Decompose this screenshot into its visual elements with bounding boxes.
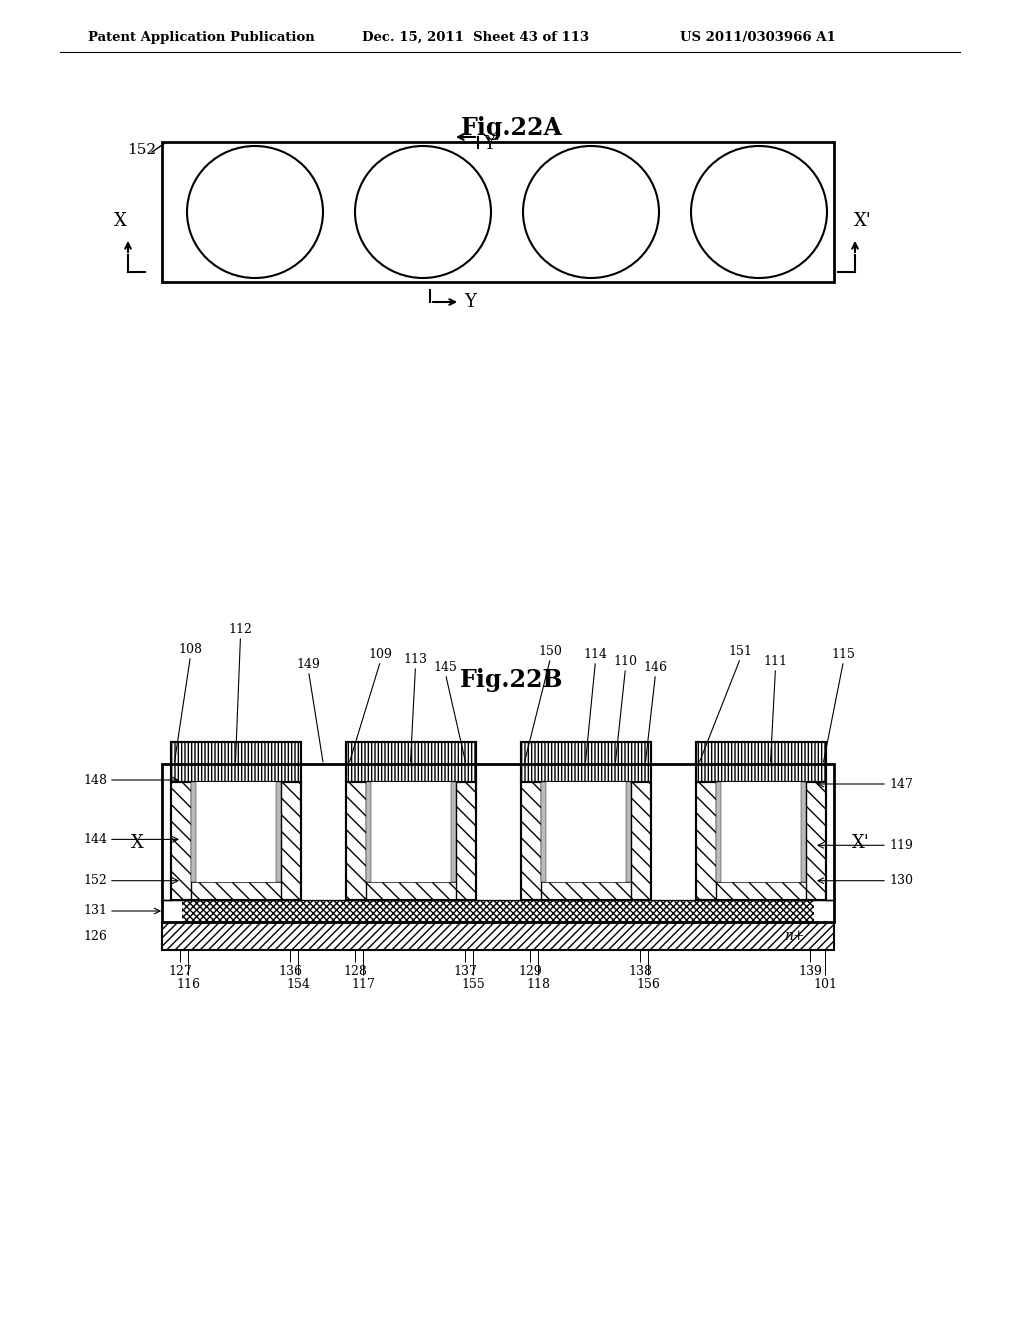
Bar [695, 742, 825, 781]
Text: Y': Y' [483, 135, 500, 153]
Text: 127: 127 [169, 965, 193, 978]
Bar [345, 781, 475, 900]
Text: Y: Y [464, 293, 476, 312]
Text: 119: 119 [889, 838, 912, 851]
Text: 149: 149 [297, 657, 321, 671]
Text: 151: 151 [728, 645, 753, 657]
Text: 130: 130 [889, 874, 913, 887]
Text: 155: 155 [462, 978, 485, 991]
Text: 139: 139 [799, 965, 822, 978]
Text: 108: 108 [178, 643, 203, 656]
Bar [626, 781, 631, 882]
Text: 117: 117 [351, 978, 376, 991]
Bar [171, 742, 300, 781]
Text: 126: 126 [83, 929, 106, 942]
Text: 118: 118 [526, 978, 551, 991]
Text: 145: 145 [433, 661, 458, 675]
Bar [541, 882, 631, 900]
Ellipse shape [187, 147, 323, 279]
Text: X': X' [854, 213, 871, 230]
Bar [162, 900, 834, 921]
Text: 146: 146 [643, 661, 668, 675]
Bar [814, 764, 834, 921]
Text: 109: 109 [369, 648, 392, 661]
Text: 148: 148 [83, 774, 106, 787]
Ellipse shape [355, 147, 490, 279]
Text: 150: 150 [539, 645, 562, 657]
Text: n+: n+ [784, 929, 805, 942]
Bar [366, 781, 371, 882]
Bar [716, 781, 806, 900]
Text: 131: 131 [83, 904, 106, 917]
Ellipse shape [691, 147, 827, 279]
Bar [162, 143, 834, 282]
Text: X: X [131, 834, 144, 851]
Text: 152: 152 [83, 874, 106, 887]
Text: Patent Application Publication: Patent Application Publication [88, 30, 314, 44]
Text: 101: 101 [813, 978, 838, 991]
Text: Dec. 15, 2011  Sheet 43 of 113: Dec. 15, 2011 Sheet 43 of 113 [362, 30, 589, 44]
Text: 154: 154 [287, 978, 310, 991]
Ellipse shape [523, 147, 659, 279]
Text: 152: 152 [127, 143, 156, 157]
Bar [190, 781, 196, 882]
Bar [695, 742, 825, 900]
Text: 112: 112 [228, 623, 253, 636]
Bar [541, 781, 546, 882]
Bar [520, 781, 650, 900]
Text: X': X' [852, 834, 869, 851]
Bar [716, 781, 721, 882]
Bar [366, 882, 456, 900]
Text: Fig.22B: Fig.22B [461, 668, 563, 692]
Text: 113: 113 [403, 653, 427, 667]
Bar [171, 742, 300, 900]
Text: 129: 129 [518, 965, 543, 978]
Text: 110: 110 [613, 655, 638, 668]
Bar [162, 764, 834, 921]
Bar [171, 781, 300, 900]
Bar [345, 742, 475, 781]
Text: Fig.22A: Fig.22A [461, 116, 563, 140]
Text: 111: 111 [764, 655, 787, 668]
Text: 156: 156 [637, 978, 660, 991]
Text: 128: 128 [344, 965, 368, 978]
Bar [520, 742, 650, 781]
Bar [162, 921, 834, 950]
Bar [451, 781, 456, 882]
Bar [716, 882, 806, 900]
Text: 136: 136 [279, 965, 302, 978]
Bar [366, 781, 456, 900]
Text: 144: 144 [83, 833, 106, 846]
Text: US 2011/0303966 A1: US 2011/0303966 A1 [680, 30, 836, 44]
Bar [162, 764, 182, 921]
Bar [345, 742, 475, 900]
Bar [520, 742, 650, 900]
Text: 147: 147 [889, 777, 912, 791]
Bar [695, 781, 825, 900]
Text: 115: 115 [831, 648, 855, 661]
Text: X: X [114, 213, 126, 230]
Text: 114: 114 [584, 648, 607, 661]
Bar [541, 781, 631, 900]
Text: 138: 138 [629, 965, 652, 978]
Bar [801, 781, 806, 882]
Text: 116: 116 [176, 978, 201, 991]
Bar [190, 781, 281, 900]
Bar [275, 781, 281, 882]
Text: 137: 137 [454, 965, 477, 978]
Bar [190, 882, 281, 900]
